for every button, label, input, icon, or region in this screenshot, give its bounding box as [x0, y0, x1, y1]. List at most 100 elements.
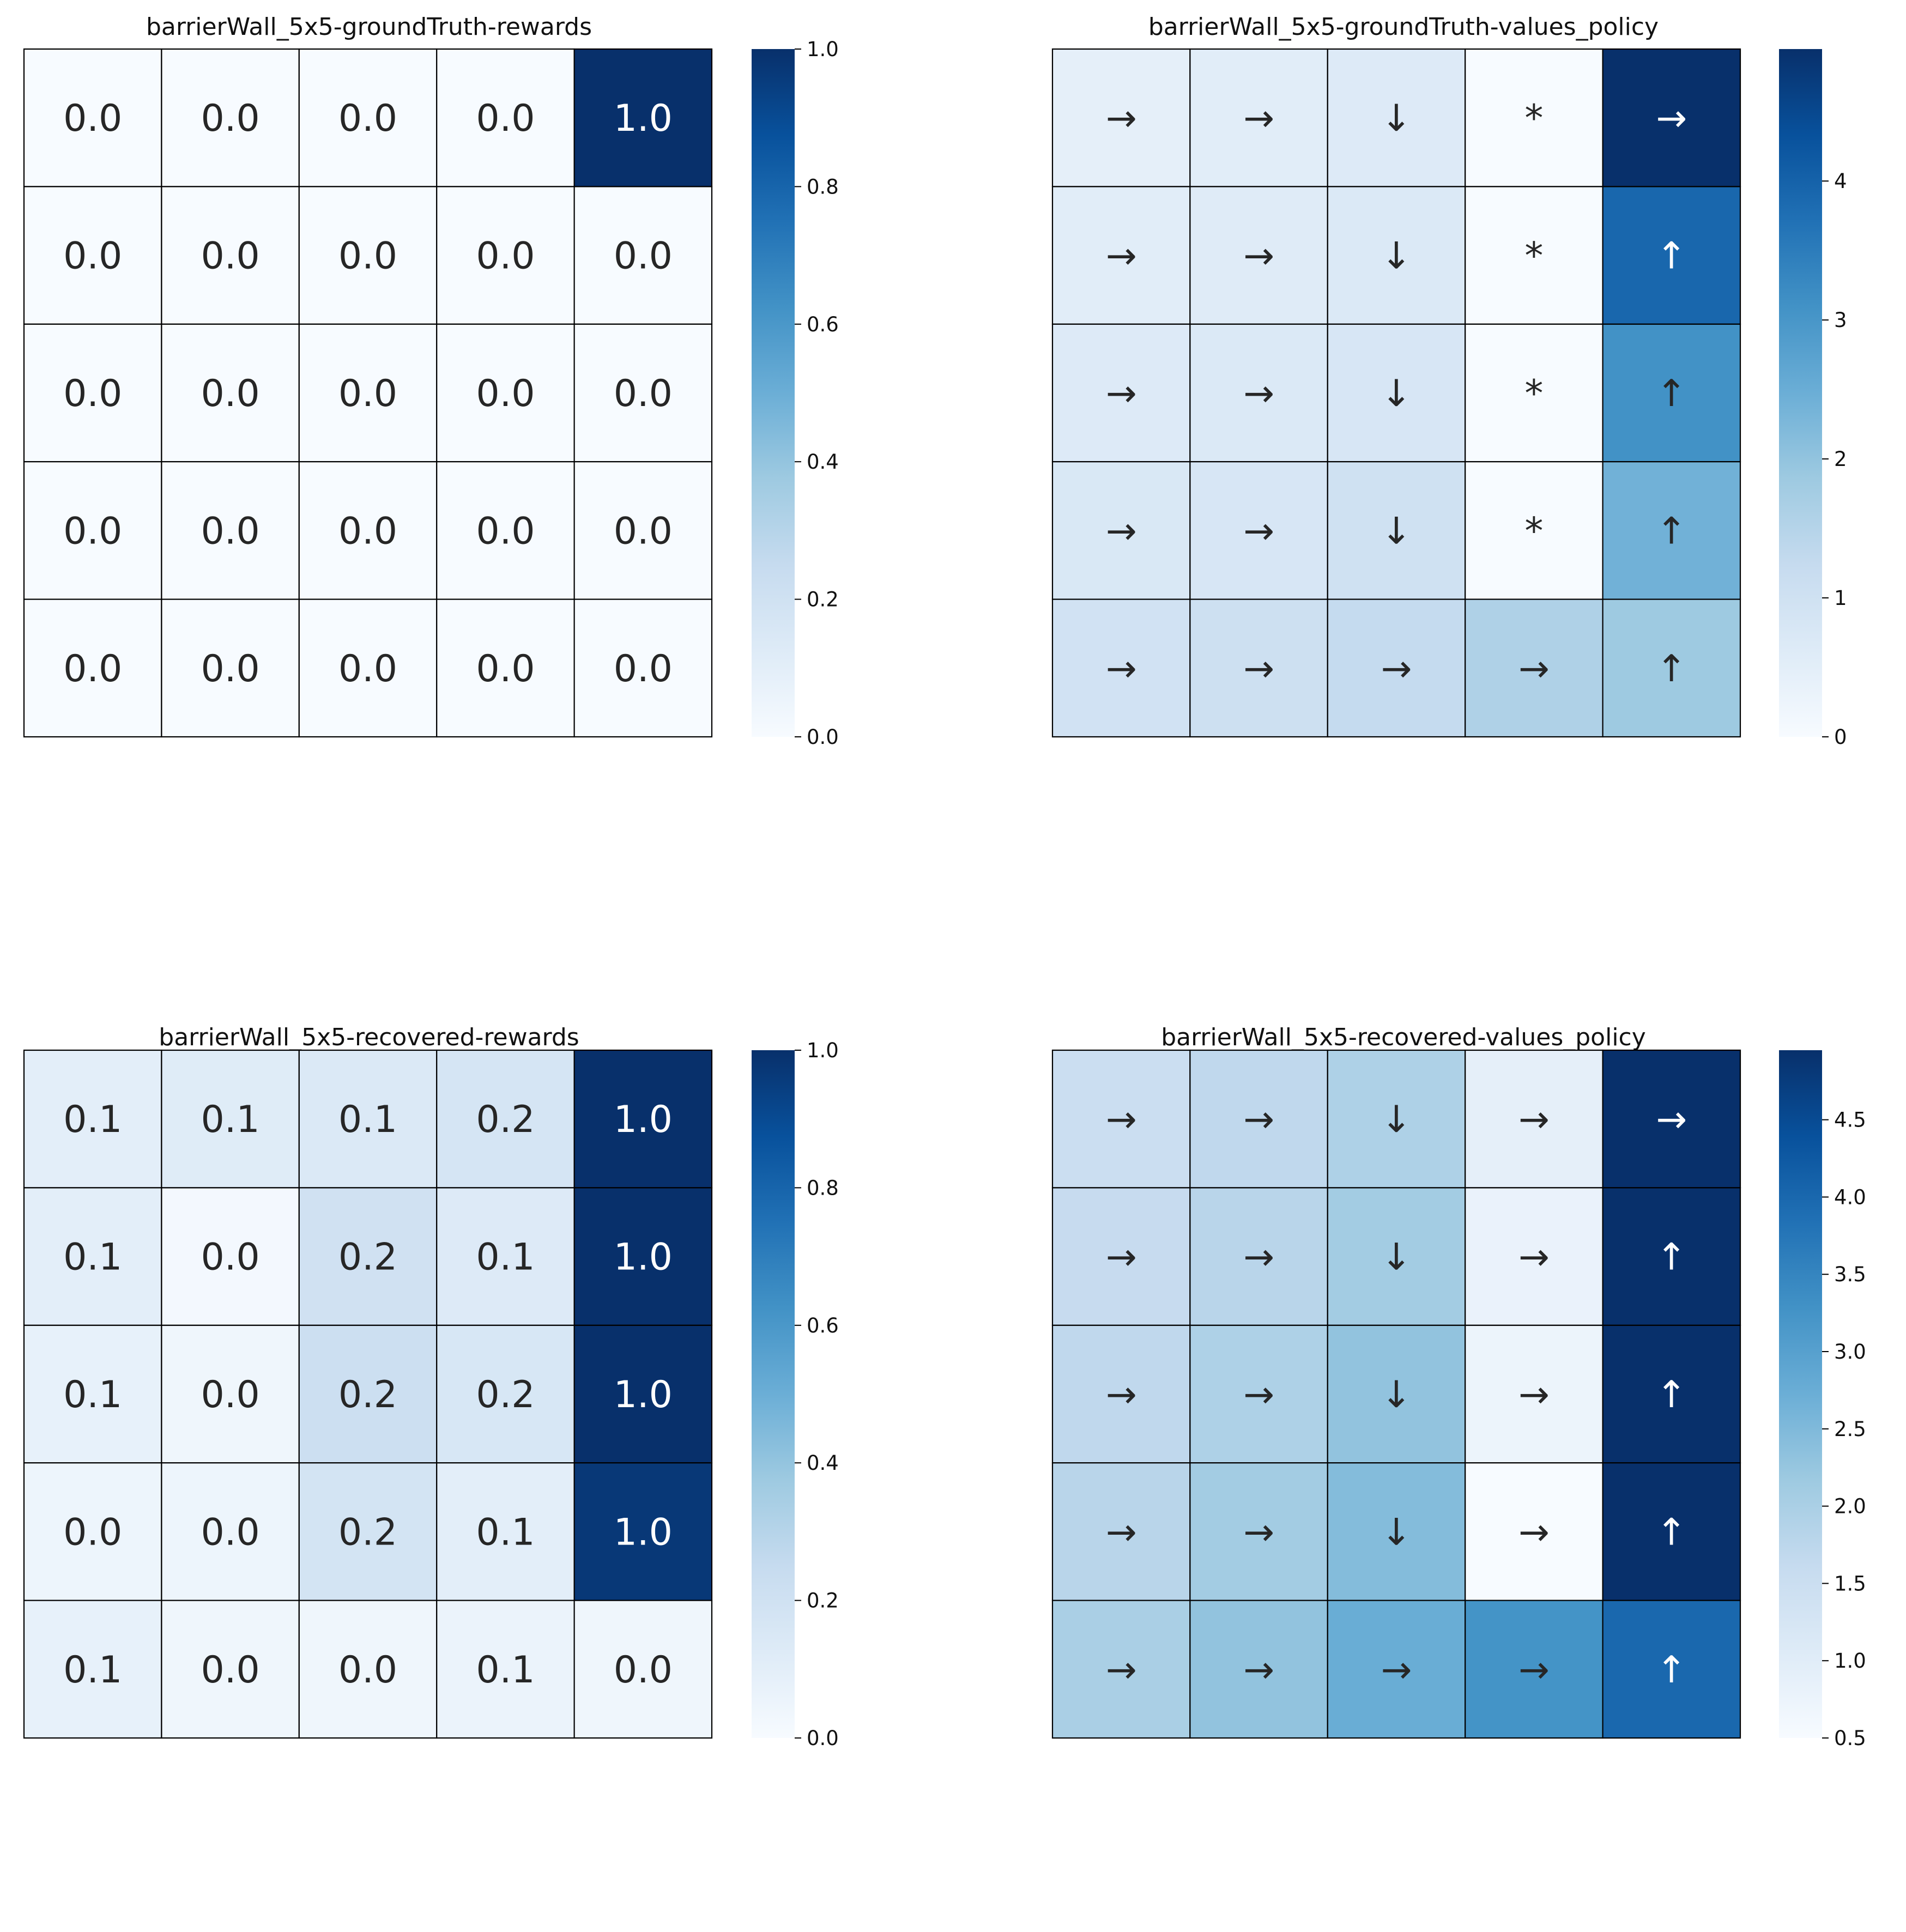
heatmap-cell — [1051, 323, 1191, 463]
heatmap-cell — [436, 461, 575, 600]
cell-label: ↑ — [1656, 1649, 1687, 1692]
cell-label: 0.0 — [476, 235, 535, 278]
cell-label: → — [1106, 97, 1137, 140]
cell-label: 0.0 — [614, 235, 673, 278]
colorbar-gradient — [752, 1050, 795, 1738]
heatmap-cell — [23, 598, 162, 738]
heatmap-cell — [1189, 1049, 1328, 1189]
cell-label: ↑ — [1656, 1373, 1687, 1416]
heatmap-cell — [23, 48, 162, 187]
cell-label: → — [1518, 1098, 1550, 1141]
heatmap-cell — [23, 186, 162, 325]
colorbar-tick-label: 0.2 — [807, 588, 839, 611]
cell-label: 0.0 — [201, 1373, 260, 1416]
colorbar-tick-label: 0.5 — [1834, 1727, 1866, 1750]
heatmap-cell — [573, 1187, 713, 1326]
colorbar-tick-label: 3.0 — [1834, 1340, 1866, 1364]
colorbar-tick-label: 0.6 — [807, 313, 839, 336]
heatmap-cell — [573, 48, 713, 187]
heatmap-cell — [1327, 1600, 1466, 1739]
heatmap-cell — [573, 461, 713, 600]
colorbar-tick-label: 0.0 — [807, 1727, 839, 1750]
cell-label: → — [1243, 1098, 1274, 1141]
heatmap-cell — [161, 461, 300, 600]
colorbar-tick-label: 0 — [1834, 725, 1847, 749]
cell-label: 0.0 — [63, 235, 122, 278]
heatmap-cell — [1051, 1600, 1191, 1739]
cell-label: → — [1518, 1511, 1550, 1554]
colorbar-tick-label: 1.0 — [807, 1039, 839, 1062]
colorbar-tick-label: 2.0 — [1834, 1495, 1866, 1518]
heatmap-cell — [436, 323, 575, 463]
colorbar-tick-label: 4.0 — [1834, 1185, 1866, 1209]
colorbar-gradient — [1779, 49, 1822, 737]
cell-label: 0.0 — [201, 1511, 260, 1554]
heatmap-cell — [1189, 1462, 1328, 1601]
cell-label: 0.0 — [614, 372, 673, 415]
heatmap-cell — [1602, 1462, 1741, 1601]
heatmap-grid: → → ↓ * → → → ↓ * ↑ → → ↓ * ↑ → → ↓ * ↑ → → → → ↑ — [1051, 48, 1741, 738]
colorbar-gradient — [752, 49, 795, 737]
heatmap-cell — [161, 1049, 300, 1189]
colorbar: 0.0 0.2 0.4 0.6 0.8 1.0 — [752, 38, 839, 749]
cell-label: 0.1 — [201, 1098, 260, 1141]
cell-label: 0.0 — [476, 372, 535, 415]
cell-label: → — [1243, 235, 1274, 278]
cell-label: * — [1524, 235, 1543, 278]
cell-label: → — [1106, 510, 1137, 553]
heatmap-cell — [1465, 1049, 1604, 1189]
cell-label: 0.0 — [63, 1511, 122, 1554]
heatmap-cell — [573, 1324, 713, 1464]
heatmap-cell — [573, 598, 713, 738]
heatmap-cell — [161, 48, 300, 187]
cell-label: → — [1106, 1236, 1137, 1279]
heatmap-cell — [298, 1049, 438, 1189]
colorbar-tick-label: 0.6 — [807, 1314, 839, 1337]
cell-label: 0.1 — [338, 1098, 397, 1141]
heatmap-cell — [161, 1187, 300, 1326]
cell-label: → — [1106, 1649, 1137, 1692]
heatmap-cell — [298, 1600, 438, 1739]
heatmap-cell — [1189, 48, 1328, 187]
heatmap-cell — [1602, 1187, 1741, 1326]
heatmap-cell — [1465, 598, 1604, 738]
chart-title: barrierWall_5x5-groundTruth-values_polic… — [1148, 13, 1659, 41]
heatmap-cell — [573, 1600, 713, 1739]
heatmap-cell — [1465, 186, 1604, 325]
cell-label: ↑ — [1656, 1511, 1687, 1554]
cell-label: 0.0 — [614, 647, 673, 691]
heatmap-cell — [1051, 1049, 1191, 1189]
heatmap-cell — [573, 323, 713, 463]
heatmap-cell — [1189, 1324, 1328, 1464]
heatmap-cell — [436, 1600, 575, 1739]
cell-label: ↓ — [1381, 1098, 1412, 1141]
heatmap-grid: 0.1 0.1 0.1 0.2 1.0 0.1 0.0 0.2 0.1 1.0 0.1 0.0 0.2 0… — [23, 1049, 713, 1739]
colorbar-gradient — [1779, 1050, 1822, 1738]
cell-label: → — [1243, 372, 1274, 415]
cell-label: → — [1518, 1649, 1550, 1692]
heatmap-cell — [1327, 48, 1466, 187]
heatmap-cell — [1051, 1324, 1191, 1464]
heatmap-grid: 0.0 0.0 0.0 0.0 1.0 0.0 0.0 0.0 0.0 0.0 0.0 0.0 0.0 0… — [23, 48, 713, 738]
cell-label: 0.0 — [614, 510, 673, 553]
heatmap-cell — [1189, 1187, 1328, 1326]
cell-label: ↑ — [1656, 372, 1687, 415]
cell-label: ↑ — [1656, 510, 1687, 553]
colorbar-tick-label: 1.0 — [1834, 1649, 1866, 1673]
cell-label: 1.0 — [614, 97, 673, 140]
heatmap-cell — [161, 1324, 300, 1464]
heatmap-cell — [1327, 461, 1466, 600]
heatmap-cell — [1602, 1049, 1741, 1189]
cell-label: → — [1106, 1373, 1137, 1416]
cell-label: 0.2 — [338, 1236, 397, 1279]
panel-recovered-values-policy: barrierWall_5x5-recovered-values_policy … — [1051, 1023, 1866, 1750]
cell-label: 0.2 — [476, 1373, 535, 1416]
cell-label: → — [1656, 97, 1687, 140]
heatmap-cell — [298, 598, 438, 738]
colorbar-tick-label: 1.0 — [807, 38, 839, 61]
cell-label: → — [1243, 1236, 1274, 1279]
cell-label: → — [1656, 1098, 1687, 1141]
cell-label: 0.0 — [201, 510, 260, 553]
heatmap-cell — [1465, 1324, 1604, 1464]
cell-label: * — [1524, 372, 1543, 415]
